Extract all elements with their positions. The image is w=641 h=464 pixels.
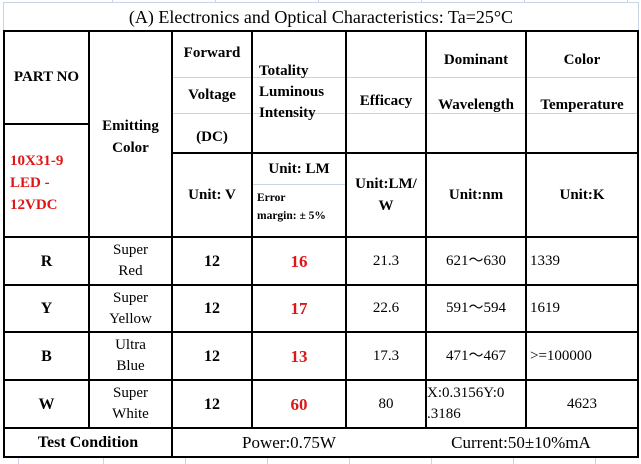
row-W-efficacy: 80: [347, 381, 427, 429]
row-W-color-temperature: 4623: [527, 381, 637, 429]
row-B-part: B: [5, 333, 90, 381]
row-R-color-temperature: 1339: [527, 238, 637, 286]
row-Y-dominant-wavelength: 591～594: [427, 286, 527, 333]
row-B-efficacy: 17.3: [347, 333, 427, 381]
voltage-label: Voltage: [188, 87, 236, 103]
row-Y-forward-voltage: 12: [173, 286, 253, 333]
test-current-value: Current:50±10%mA: [451, 433, 591, 452]
row-W-dominant-wavelength: X:0.3156Y:0 .3186: [427, 381, 527, 429]
unit-wavelength: Unit:nm: [427, 154, 527, 238]
row-Y-part: Y: [5, 286, 90, 333]
row-R-dominant-wavelength: 621～630: [427, 238, 527, 286]
col-header-efficacy: Efficacy: [347, 32, 427, 154]
row-R-part: R: [5, 238, 90, 286]
test-condition-label: Test Condition: [5, 429, 173, 456]
row-R-emitting-color: Super Red: [90, 238, 173, 286]
characteristics-table: PART NO Emitting Color Forward Voltage (…: [3, 30, 639, 458]
col-header-color-temperature: Color Temperature: [527, 32, 637, 154]
col-header-part-no: PART NO: [5, 32, 90, 125]
test-power-value: Power:0.75W: [242, 433, 336, 452]
row-B-forward-voltage: 12: [173, 333, 253, 381]
unit-lm-label: Unit: LM: [253, 154, 345, 185]
forward-label: Forward: [183, 45, 241, 61]
col-header-dominant-wavelength: Dominant Wavelength: [427, 32, 527, 154]
col-header-forward-voltage: Forward Voltage (DC): [173, 32, 253, 154]
row-R-forward-voltage: 12: [173, 238, 253, 286]
row-W-forward-voltage: 12: [173, 381, 253, 429]
row-R-luminous-intensity: 16: [253, 238, 347, 286]
part-number-value: 10X31-9 LED - 12VDC: [5, 125, 90, 238]
row-Y-luminous-intensity: 17: [253, 286, 347, 333]
row-Y-efficacy: 22.6: [347, 286, 427, 333]
dc-label: (DC): [196, 129, 228, 145]
row-B-luminous-intensity: 13: [253, 333, 347, 381]
table-title: (A) Electronics and Optical Characterist…: [3, 2, 639, 31]
row-W-part: W: [5, 381, 90, 429]
test-condition-values: Power:0.75W Current:50±10%mA: [173, 429, 637, 456]
unit-color-temperature: Unit:K: [527, 154, 637, 238]
col-header-luminous-intensity: Totality Luminous Intensity: [253, 32, 347, 154]
row-B-dominant-wavelength: 471～467: [427, 333, 527, 381]
row-B-emitting-color: Ultra Blue: [90, 333, 173, 381]
row-W-emitting-color: Super White: [90, 381, 173, 429]
row-B-color-temperature: >=100000: [527, 333, 637, 381]
unit-luminous: Unit: LM Error margin: ± 5%: [253, 154, 347, 238]
unit-voltage: Unit: V: [173, 154, 253, 238]
col-header-emitting-color: Emitting Color: [90, 32, 173, 238]
row-W-luminous-intensity: 60: [253, 381, 347, 429]
row-Y-emitting-color: Super Yellow: [90, 286, 173, 333]
row-Y-color-temperature: 1619: [527, 286, 637, 333]
unit-efficacy: Unit:LM/ W: [347, 154, 427, 238]
row-R-efficacy: 21.3: [347, 238, 427, 286]
error-margin-label: Error margin: ± 5%: [257, 192, 326, 222]
